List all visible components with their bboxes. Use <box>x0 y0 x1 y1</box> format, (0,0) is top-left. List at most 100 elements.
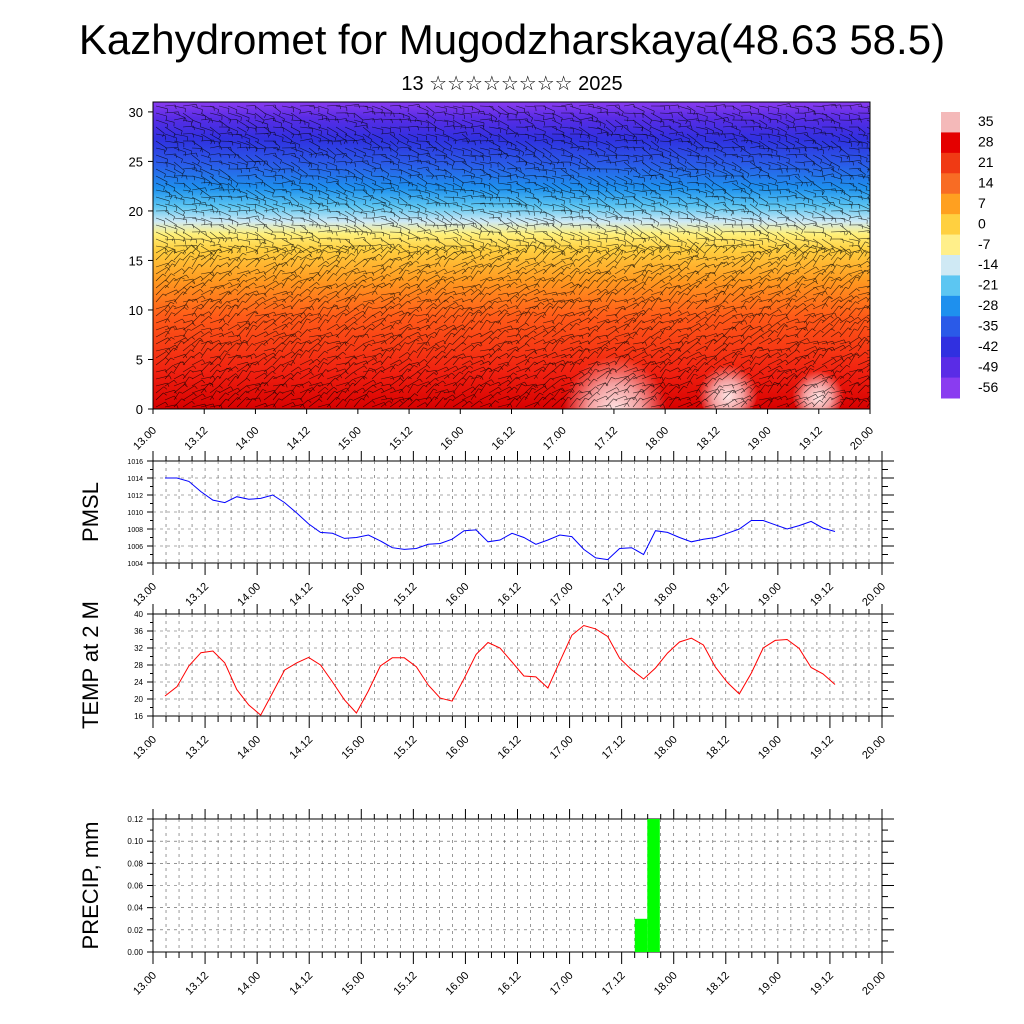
wind-barb-flag <box>712 173 715 178</box>
wind-barb <box>533 196 542 204</box>
wind-barb <box>452 147 464 151</box>
wind-barb-flag <box>614 127 617 132</box>
wind-barb <box>515 105 525 109</box>
wind-barb-flag <box>743 208 746 213</box>
wind-barb <box>470 125 483 128</box>
wind-barb-flag <box>585 160 588 165</box>
wind-barb <box>164 203 177 208</box>
wind-barb <box>353 124 367 128</box>
wind-barb-flag <box>731 123 733 128</box>
wind-barb-flag <box>785 207 787 212</box>
wind-barb <box>398 210 411 218</box>
wind-barb-flag <box>871 269 873 273</box>
wind-barb <box>641 133 656 138</box>
wind-barb <box>677 196 688 205</box>
wind-barb-flag <box>502 203 504 208</box>
wind-barb <box>830 104 841 107</box>
wind-barb <box>857 105 869 109</box>
wind-barb <box>677 125 692 128</box>
wind-barb <box>425 133 437 137</box>
wind-barb-flag <box>427 166 430 171</box>
wind-barb <box>191 161 202 168</box>
wind-barb-flag <box>311 138 314 143</box>
wind-barb <box>200 118 212 121</box>
wind-barb <box>722 161 736 167</box>
wind-barb-flag <box>649 125 652 130</box>
wind-barb <box>362 126 371 134</box>
wind-barb <box>677 112 688 121</box>
wind-barb <box>425 154 437 161</box>
wind-barb <box>686 196 699 200</box>
wind-barb <box>695 105 706 109</box>
wind-barb <box>749 153 761 156</box>
wind-barb-flag <box>279 159 282 164</box>
wind-barb <box>596 189 607 198</box>
wind-barb-flag <box>244 132 247 137</box>
wind-barb-flag <box>506 130 508 135</box>
wind-barb-flag <box>662 174 664 179</box>
wind-barb <box>236 112 250 119</box>
wind-barb <box>461 175 472 177</box>
wind-barb-flag <box>363 185 365 191</box>
wind-barb <box>443 119 455 123</box>
wind-barb-flag <box>789 103 792 108</box>
wind-barb-flag <box>747 173 750 178</box>
wind-barb <box>713 182 727 191</box>
field-details <box>155 103 873 409</box>
wind-barb-flag <box>267 124 269 129</box>
wind-barb <box>317 208 330 212</box>
wind-barb <box>470 202 485 205</box>
wind-barb <box>272 182 283 184</box>
wind-barb <box>245 160 260 163</box>
wind-barb <box>686 112 698 115</box>
wind-barb <box>164 147 179 149</box>
wind-barb <box>659 168 673 173</box>
wind-barb-flag <box>812 200 814 205</box>
wind-barb-flag <box>752 126 755 131</box>
wind-barb <box>488 147 502 152</box>
wind-barb <box>803 154 815 163</box>
wind-barb <box>290 112 302 121</box>
wind-barb <box>731 105 741 111</box>
wind-barb-flag <box>771 154 773 159</box>
wind-barb-flag <box>448 203 450 208</box>
wind-barb <box>497 175 511 177</box>
wind-barb-flag <box>686 187 689 192</box>
wind-barb-flag <box>775 180 777 185</box>
wind-barb <box>443 210 453 218</box>
wind-barb-flag <box>832 167 834 172</box>
wind-barb <box>542 133 554 140</box>
wind-barb <box>722 138 737 142</box>
wind-barb <box>533 175 548 178</box>
wind-barb <box>605 147 618 155</box>
wind-barb-flag <box>296 203 300 207</box>
wind-barb <box>362 105 373 109</box>
wind-barb-flag <box>697 182 699 187</box>
wind-barb <box>857 126 866 134</box>
wind-barb <box>299 182 313 185</box>
wind-barb <box>497 112 509 115</box>
wind-barb <box>578 104 593 107</box>
wind-barb <box>245 209 256 212</box>
wind-barb <box>371 126 383 130</box>
wind-barb <box>191 182 203 192</box>
wind-barb <box>227 105 238 111</box>
wind-barb <box>326 118 338 121</box>
wind-barb <box>785 173 799 177</box>
wind-barb <box>668 181 682 184</box>
wind-barb <box>695 203 707 207</box>
wind-barb <box>848 159 861 163</box>
wind-barb <box>785 194 796 198</box>
wind-barb-flag <box>769 165 771 170</box>
wind-barb <box>470 139 481 142</box>
wind-barb <box>515 188 530 191</box>
wind-barb-flag <box>542 134 544 139</box>
wind-barb-flag <box>248 117 250 122</box>
wind-barb-flag <box>284 169 286 174</box>
wind-barb-flag <box>246 195 249 200</box>
wind-barb <box>173 203 185 213</box>
wind-barb <box>794 210 805 218</box>
wind-barb-flag <box>798 168 800 173</box>
wind-barb <box>506 174 517 177</box>
wind-barb <box>389 154 400 160</box>
